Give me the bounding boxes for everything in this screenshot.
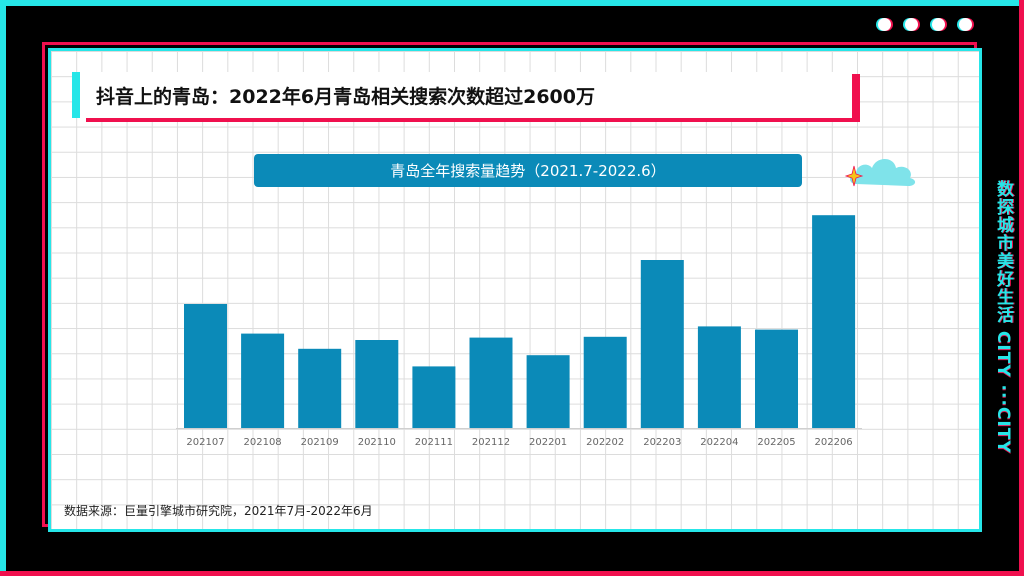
side-label: 数探城市美好生活 CITY ···CITY — [993, 180, 1013, 454]
source-note: 数据来源：巨量引擎城市研究院，2021年7月-2022年6月 — [64, 504, 373, 518]
dot-icon — [905, 18, 918, 31]
bar-202107 — [184, 304, 227, 428]
x-tick-label: 202204 — [700, 437, 738, 448]
bar-202112 — [469, 337, 513, 428]
bar-202109 — [298, 348, 342, 428]
chart-title: 青岛全年搜索量趋势（2021.7-2022.6） — [254, 154, 802, 187]
window-dots — [878, 18, 972, 31]
frame-left-stripe — [0, 0, 6, 576]
cloud-sparkle-icon — [844, 159, 916, 187]
x-tick-label: 202111 — [415, 437, 453, 448]
bar-202201 — [526, 355, 570, 428]
x-tick-label: 202109 — [301, 437, 339, 448]
bar-202111 — [412, 366, 456, 428]
x-tick-label: 202206 — [815, 437, 853, 448]
x-tick-label: 202107 — [186, 437, 224, 448]
title-bar: 抖音上的青岛：2022年6月青岛相关搜索次数超过2600万 — [80, 72, 852, 118]
x-tick-label: 202110 — [358, 437, 396, 448]
bar-202110 — [355, 340, 399, 428]
page-title: 抖音上的青岛：2022年6月青岛相关搜索次数超过2600万 — [96, 85, 595, 108]
dot-icon — [878, 18, 891, 31]
bar-202206 — [812, 215, 856, 428]
x-tick-label: 202201 — [529, 437, 567, 448]
bar-202203 — [640, 260, 684, 428]
dot-icon — [932, 18, 945, 31]
x-tick-label: 202202 — [586, 437, 624, 448]
bar-202205 — [755, 329, 798, 428]
bar-202202 — [583, 336, 627, 428]
bar-202204 — [697, 326, 741, 428]
frame-bottom-stripe — [0, 571, 1024, 576]
x-tick-label: 202108 — [244, 437, 282, 448]
x-tick-label: 202205 — [757, 437, 795, 448]
frame-right-stripe — [1019, 0, 1024, 576]
x-tick-label: 202112 — [472, 437, 510, 448]
x-tick-label: 202203 — [643, 437, 681, 448]
dot-icon — [959, 18, 972, 31]
frame-top-stripe — [0, 0, 1024, 6]
bar-202108 — [241, 333, 285, 428]
